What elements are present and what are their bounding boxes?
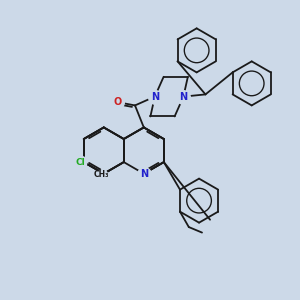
Text: O: O: [113, 97, 122, 107]
Text: N: N: [179, 92, 188, 102]
Text: Cl: Cl: [76, 158, 85, 166]
Text: N: N: [151, 92, 159, 102]
Text: CH₃: CH₃: [94, 170, 109, 179]
Text: N: N: [140, 169, 148, 179]
